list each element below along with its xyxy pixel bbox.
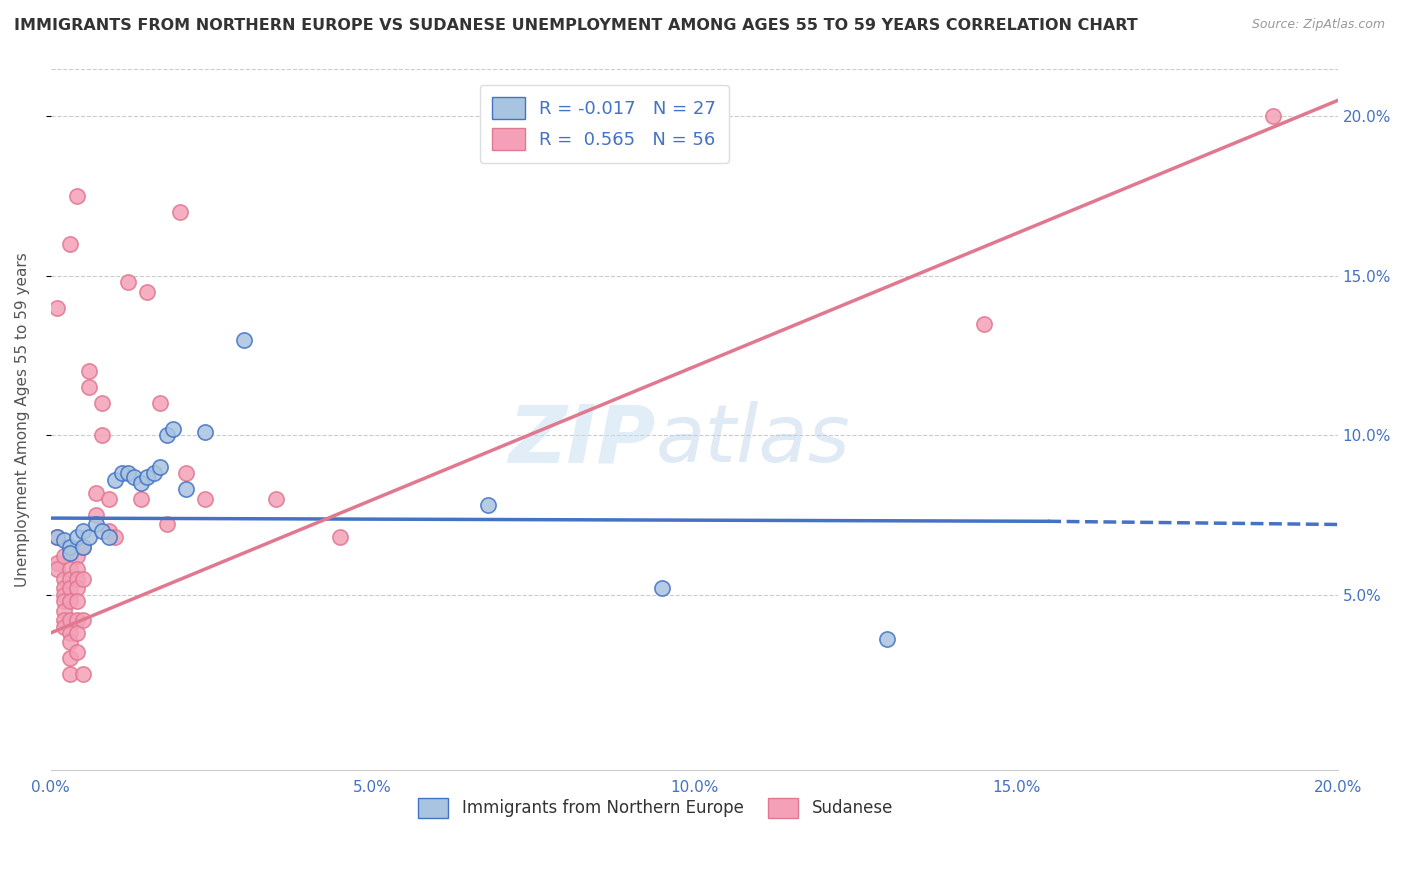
Point (59, 667, 82, 681)
Point (156, 517, 179, 532)
Point (162, 422, 184, 436)
Point (59, 613, 82, 627)
Point (65, 562, 87, 576)
Point (46, 556, 69, 570)
Text: ZIP: ZIP (509, 401, 655, 479)
Point (142, 467, 165, 481)
Point (129, 491, 152, 506)
Legend: Immigrants from Northern Europe, Sudanese: Immigrants from Northern Europe, Sudanes… (412, 791, 900, 825)
Point (1263, 109, 1285, 123)
Point (84, 485, 107, 500)
Point (59, 581, 82, 595)
Point (65, 613, 87, 627)
Point (117, 275, 139, 289)
Point (52, 549, 75, 564)
Point (72, 667, 94, 681)
Point (65, 626, 87, 640)
Point (104, 530, 127, 544)
Point (329, 530, 352, 544)
Point (97, 524, 120, 538)
Point (59, 594, 82, 608)
Text: Source: ZipAtlas.com: Source: ZipAtlas.com (1251, 18, 1385, 31)
Point (46, 530, 69, 544)
Point (59, 540, 82, 554)
Point (124, 469, 146, 483)
Text: atlas: atlas (655, 401, 851, 479)
Point (194, 425, 217, 439)
Point (129, 476, 152, 491)
Point (59, 572, 82, 586)
Point (79, 530, 101, 544)
Point (52, 619, 75, 633)
Point (117, 467, 139, 481)
Point (59, 546, 82, 560)
Point (46, 301, 69, 315)
Point (232, 333, 254, 347)
Point (169, 205, 191, 219)
Point (72, 572, 94, 586)
Point (52, 613, 75, 627)
Point (65, 549, 87, 564)
Point (46, 562, 69, 576)
Text: IMMIGRANTS FROM NORTHERN EUROPE VS SUDANESE UNEMPLOYMENT AMONG AGES 55 TO 59 YEA: IMMIGRANTS FROM NORTHERN EUROPE VS SUDAN… (14, 18, 1137, 33)
Point (97, 491, 120, 506)
Point (91, 396, 114, 410)
Point (973, 317, 995, 331)
Point (110, 467, 132, 481)
Point (136, 285, 159, 299)
Point (46, 530, 69, 544)
Point (65, 581, 87, 595)
Point (59, 651, 82, 665)
Point (194, 491, 217, 506)
Y-axis label: Unemployment Among Ages 55 to 59 years: Unemployment Among Ages 55 to 59 years (15, 252, 30, 587)
Point (52, 588, 75, 602)
Point (91, 428, 114, 442)
Point (59, 635, 82, 649)
Point (65, 530, 87, 544)
Point (84, 517, 107, 532)
Point (59, 626, 82, 640)
Point (174, 483, 197, 497)
Point (264, 491, 287, 506)
Point (65, 594, 87, 608)
Point (104, 473, 127, 487)
Point (149, 396, 172, 410)
Point (84, 508, 107, 522)
Point (59, 236, 82, 251)
Point (72, 540, 94, 554)
Point (72, 524, 94, 538)
Point (52, 594, 75, 608)
Point (65, 645, 87, 659)
Point (65, 572, 87, 586)
Point (651, 581, 673, 595)
Point (174, 467, 197, 481)
Point (876, 632, 898, 647)
Point (97, 530, 120, 544)
Point (79, 380, 101, 394)
Point (91, 524, 114, 538)
Point (52, 533, 75, 548)
Point (156, 428, 179, 442)
Point (65, 189, 87, 203)
Point (72, 540, 94, 554)
Point (52, 572, 75, 586)
Point (52, 603, 75, 617)
Point (79, 364, 101, 378)
Point (59, 562, 82, 576)
Point (149, 460, 172, 475)
Point (477, 499, 499, 513)
Point (72, 613, 94, 627)
Point (136, 469, 159, 483)
Point (52, 581, 75, 595)
